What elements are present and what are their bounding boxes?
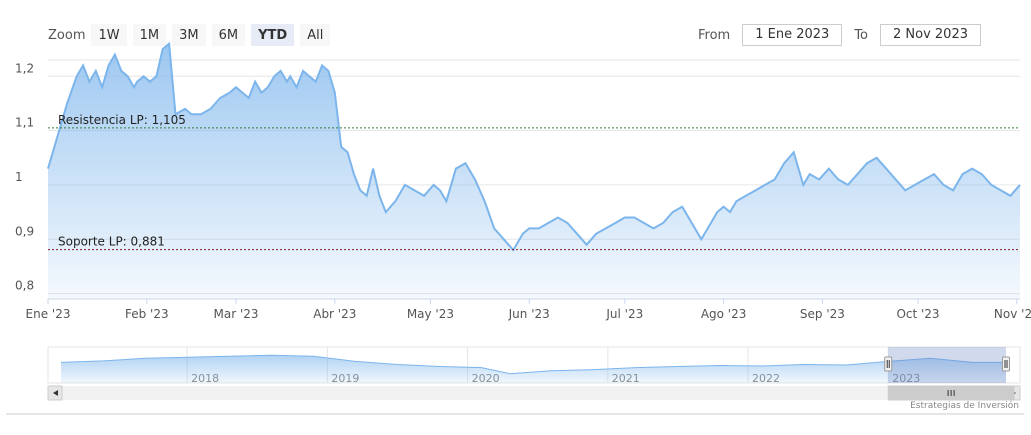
zoom-ytd-button[interactable]: YTD [251, 24, 295, 46]
price-area [48, 43, 1020, 300]
zoom-label: Zoom [48, 27, 86, 43]
navigator-handle-right[interactable] [1002, 356, 1010, 372]
x-tick-label: Oct '23 [896, 307, 939, 321]
y-tick-label: 1,1 [15, 116, 34, 130]
from-label: From [698, 27, 731, 43]
to-label: To [854, 27, 868, 43]
from-date-input[interactable]: 1 Ene 2023 [742, 24, 843, 46]
x-tick-label: Abr '23 [313, 307, 356, 321]
x-tick-label: Jun '23 [508, 307, 550, 321]
scrollbar-track[interactable] [48, 386, 1020, 400]
x-tick-label: Ago '23 [701, 307, 747, 321]
price-line [47, 41, 1021, 252]
y-tick-label: 0,9 [15, 224, 34, 238]
zoom-all-button[interactable]: All [300, 24, 331, 46]
x-tick-label: Ene '23 [26, 307, 71, 321]
navigator-selection[interactable] [888, 347, 1006, 383]
y-tick-label: 1,2 [15, 61, 34, 75]
x-tick-label: May '23 [407, 307, 454, 321]
x-tick-label: Feb '23 [125, 307, 169, 321]
x-tick-label: Jul '23 [605, 307, 643, 321]
to-date-input[interactable]: 2 Nov 2023 [880, 24, 981, 46]
scroll-left-arrow-icon [53, 390, 58, 396]
x-tick-label: Nov '23 [994, 307, 1031, 321]
date-range: From 1 Ene 2023 To 2 Nov 2023 [698, 24, 981, 46]
credit-text: Estrategias de Inversión [910, 401, 1019, 411]
x-tick-label: Sep '23 [800, 307, 845, 321]
x-tick-label: Mar '23 [214, 307, 259, 321]
zoom-1m-button[interactable]: 1M [132, 24, 167, 46]
navigator-handle-left[interactable] [884, 356, 893, 372]
zoom-bar: Zoom 1W 1M 3M 6M YTD All [48, 24, 336, 46]
y-tick-label: 0,8 [15, 279, 34, 293]
zoom-6m-button[interactable]: 6M [211, 24, 246, 46]
y-tick-label: 1 [15, 170, 23, 184]
navigator-line [60, 354, 1006, 375]
navigator-area [61, 355, 1006, 383]
resistance-label: Resistencia LP: 1,105 [58, 113, 186, 127]
zoom-3m-button[interactable]: 3M [172, 24, 206, 46]
support-label: Soporte LP: 0,881 [58, 235, 165, 249]
zoom-1w-button[interactable]: 1W [91, 24, 127, 46]
